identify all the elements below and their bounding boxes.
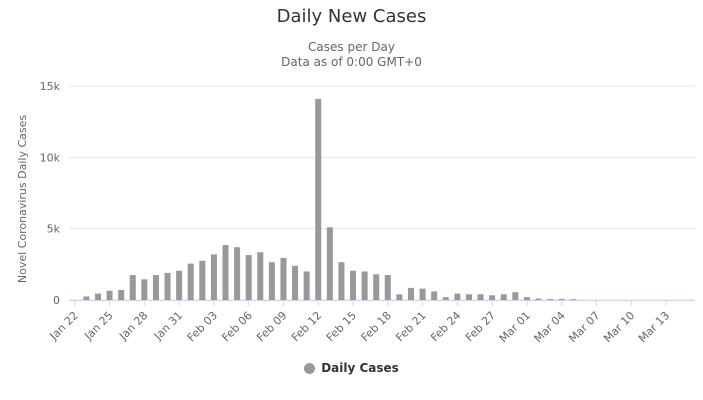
bar[interactable] (454, 293, 461, 300)
bar[interactable] (292, 265, 299, 300)
bar[interactable] (361, 271, 368, 300)
bar[interactable] (257, 252, 264, 300)
x-tick-label: Feb 03 (185, 309, 220, 344)
bar[interactable] (570, 299, 577, 300)
bar[interactable] (477, 294, 484, 300)
bar[interactable] (94, 293, 101, 300)
bar[interactable] (129, 275, 136, 300)
bar[interactable] (489, 295, 496, 300)
x-tick-label: Mar 07 (566, 309, 602, 345)
bar[interactable] (326, 227, 333, 300)
bar[interactable] (303, 271, 310, 300)
bar[interactable] (152, 275, 159, 300)
bar[interactable] (431, 291, 438, 300)
bar[interactable] (512, 292, 519, 300)
x-tick-label: Feb 06 (219, 309, 254, 344)
bar[interactable] (176, 270, 183, 300)
bar[interactable] (465, 294, 472, 300)
bar[interactable] (384, 275, 391, 300)
y-tick-label: 0 (53, 294, 60, 307)
bar[interactable] (373, 274, 380, 300)
legend-marker (304, 362, 316, 374)
bar[interactable] (547, 299, 554, 300)
x-tick-label: Feb 12 (289, 309, 324, 344)
bar[interactable] (199, 260, 206, 300)
bar[interactable] (245, 255, 252, 300)
x-axis: Jan 22 Jan 25 Jan 28 Jan 31 Feb 03 Feb 06 Feb … (47, 300, 695, 345)
bar[interactable] (396, 294, 403, 300)
bar[interactable] (234, 247, 241, 300)
grid-lines (69, 85, 695, 301)
legend-item-daily-cases[interactable]: Daily Cases (304, 361, 399, 375)
y-axis-title: Novel Coronavirus Daily Cases (16, 115, 29, 283)
bar[interactable] (106, 290, 113, 300)
y-tick-label: 15k (40, 80, 61, 93)
bar[interactable] (118, 290, 125, 300)
bar[interactable] (407, 287, 414, 300)
x-tick-label: Jan 28 (116, 309, 150, 343)
bar[interactable] (187, 263, 194, 300)
x-tick-label: Jan 22 (47, 309, 81, 343)
bar[interactable] (442, 297, 449, 300)
bar[interactable] (419, 288, 426, 300)
legend: Daily Cases (0, 361, 703, 377)
chart-title: Daily New Cases (276, 6, 427, 27)
legend-label: Daily Cases (321, 361, 399, 375)
bar[interactable] (268, 262, 275, 300)
bar[interactable] (500, 294, 507, 300)
x-tick-label: Feb 27 (463, 309, 498, 344)
bar[interactable] (350, 270, 357, 300)
x-tick-label: Mar 04 (532, 309, 568, 345)
bar[interactable] (164, 272, 171, 300)
x-tick-label: Feb 09 (254, 309, 289, 344)
bars (83, 98, 577, 300)
bar[interactable] (210, 254, 217, 300)
subtitle-line-1: Cases per Day (308, 40, 395, 54)
bar[interactable] (141, 279, 148, 300)
bar[interactable] (338, 262, 345, 300)
x-tick-label: Mar 10 (601, 309, 637, 345)
y-axis: 0 5k 10k 15k (40, 80, 61, 307)
bar[interactable] (315, 98, 322, 300)
bar[interactable] (558, 298, 565, 300)
x-tick-label: Feb 15 (324, 309, 359, 344)
x-tick-label: Feb 18 (359, 309, 394, 344)
chart-subtitle: Cases per Day Data as of 0:00 GMT+0 (0, 40, 703, 70)
y-tick-label: 10k (40, 151, 61, 164)
x-tick-label: Mar 13 (636, 309, 672, 345)
x-tick-label: Mar 01 (497, 309, 533, 345)
x-tick-label: Feb 21 (393, 309, 428, 344)
subtitle-line-2: Data as of 0:00 GMT+0 (281, 55, 422, 69)
x-tick-label: Jan 31 (151, 309, 185, 343)
bar[interactable] (523, 297, 530, 300)
y-tick-label: 5k (47, 223, 61, 236)
bar[interactable] (280, 257, 287, 300)
bar[interactable] (83, 296, 90, 300)
bar[interactable] (535, 298, 542, 300)
x-tick-label: Feb 24 (428, 309, 463, 344)
bar[interactable] (222, 245, 229, 300)
x-tick-label: Jan 25 (81, 309, 115, 343)
